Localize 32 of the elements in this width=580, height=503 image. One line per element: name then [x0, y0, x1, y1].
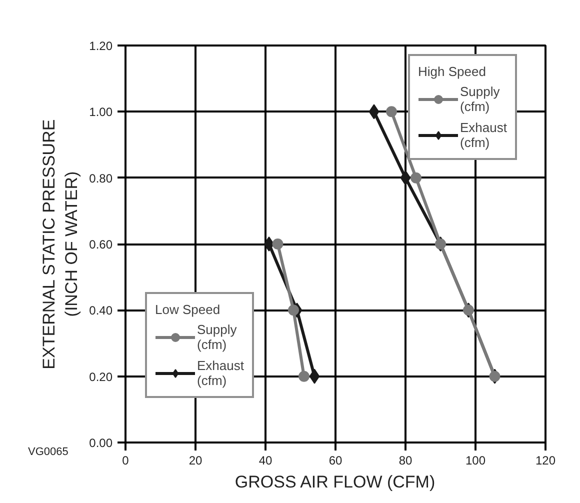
x-tick-label: 40	[258, 454, 272, 468]
y-axis-title: EXTERNAL STATIC PRESSURE (INCH OF WATER)	[39, 119, 82, 370]
point	[272, 238, 284, 250]
y-tick-label: 0.00	[89, 436, 113, 450]
point	[309, 368, 320, 384]
y-tick-label: 0.80	[89, 171, 113, 186]
y-tick-label: 1.00	[89, 105, 113, 120]
x-tick-label: 20	[188, 454, 202, 468]
text: High Speed	[418, 64, 486, 79]
x-tick-label: 120	[535, 454, 556, 468]
x-tick-label: 80	[398, 454, 412, 468]
point	[400, 170, 411, 186]
text: Low Speed	[155, 302, 220, 317]
legend-label: Supply (cfm)	[460, 84, 500, 114]
point	[410, 172, 422, 184]
x-tick-label: 0	[122, 454, 130, 468]
legend-label: Exhaust (cfm)	[197, 358, 244, 388]
y-tick-label: 0.40	[89, 304, 113, 318]
point	[288, 304, 299, 316]
text: VG0065	[28, 445, 68, 460]
x-tick-label: 60	[328, 454, 342, 468]
point	[368, 104, 380, 120]
point	[386, 106, 397, 118]
legend-label: Supply (cfm)	[197, 322, 237, 352]
legend-label: Exhaust (cfm)	[460, 120, 507, 150]
point	[264, 236, 274, 252]
x-axis-title: GROSS AIR FLOW (CFM)	[234, 472, 436, 492]
y-tick-label: 0.20	[89, 370, 113, 384]
y-tick-label: 0.60	[89, 238, 113, 252]
x-tick-label: 100	[465, 454, 486, 468]
point	[298, 370, 310, 382]
y-tick-label: 1.20	[89, 39, 113, 53]
